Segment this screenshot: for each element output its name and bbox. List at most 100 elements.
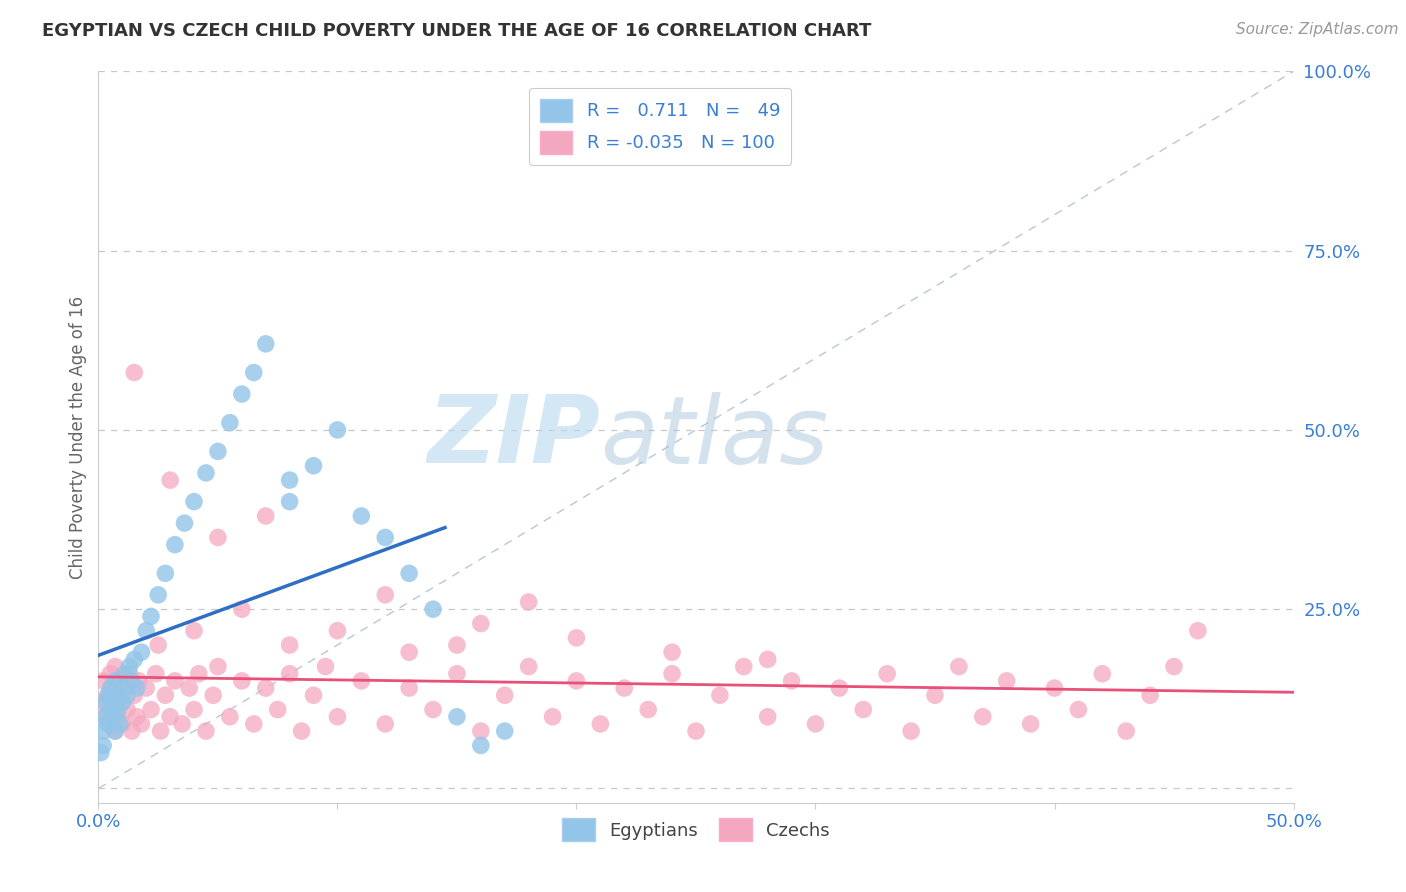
Point (972, 710, 994, 724)
Point (107, 702, 129, 716)
Point (183, 494, 205, 508)
Point (756, 710, 779, 724)
Point (1139, 688, 1161, 702)
Point (94, 710, 117, 724)
Point (94, 710, 117, 724)
Point (107, 688, 129, 702)
Point (350, 673, 373, 688)
Point (780, 673, 803, 688)
Point (852, 702, 875, 716)
Point (422, 702, 444, 716)
Point (104, 659, 127, 673)
Point (326, 624, 349, 638)
Point (104, 724, 127, 739)
Point (219, 416, 242, 430)
Point (125, 710, 148, 724)
Point (733, 659, 755, 673)
Point (315, 659, 337, 673)
Point (302, 458, 325, 473)
Point (115, 702, 138, 716)
Point (541, 710, 564, 724)
Point (613, 681, 636, 695)
Point (207, 531, 229, 545)
Point (195, 466, 218, 480)
Point (278, 638, 301, 652)
Point (159, 710, 181, 724)
Point (131, 717, 153, 731)
Point (121, 724, 143, 739)
Point (828, 681, 851, 695)
Point (115, 688, 138, 702)
Point (124, 688, 146, 702)
Point (243, 366, 266, 380)
Point (98, 702, 122, 716)
Point (517, 659, 540, 673)
Point (108, 673, 131, 688)
Point (111, 717, 134, 731)
Point (172, 717, 194, 731)
Point (254, 508, 277, 523)
Point (128, 673, 150, 688)
Point (108, 717, 131, 731)
Point (756, 652, 779, 666)
Point (98, 717, 122, 731)
Point (374, 531, 396, 545)
Point (1187, 624, 1209, 638)
Point (207, 659, 229, 673)
Point (148, 638, 170, 652)
Point (101, 710, 124, 724)
Point (149, 724, 172, 739)
Point (139, 609, 162, 624)
Point (446, 710, 468, 724)
Point (398, 645, 420, 659)
Point (159, 473, 181, 487)
Point (517, 595, 540, 609)
Point (121, 673, 143, 688)
Point (565, 631, 588, 645)
Point (1067, 702, 1090, 716)
Point (183, 624, 205, 638)
Point (101, 702, 124, 716)
Point (350, 508, 373, 523)
Y-axis label: Child Poverty Under the Age of 16: Child Poverty Under the Age of 16 (69, 295, 87, 579)
Point (1043, 681, 1066, 695)
Point (155, 688, 177, 702)
Point (90, 695, 112, 709)
Point (589, 717, 612, 731)
Point (278, 473, 301, 487)
Point (111, 681, 134, 695)
Point (104, 673, 127, 688)
Point (145, 666, 167, 681)
Point (398, 566, 420, 581)
Point (243, 717, 266, 731)
Point (98, 666, 122, 681)
Point (207, 444, 229, 458)
Point (124, 366, 146, 380)
Point (131, 645, 153, 659)
Point (254, 681, 277, 695)
Point (446, 638, 468, 652)
Point (107, 710, 129, 724)
Point (139, 702, 162, 716)
Point (804, 717, 827, 731)
Point (173, 516, 195, 530)
Point (202, 688, 225, 702)
Point (267, 702, 290, 716)
Legend: Egyptians, Czechs: Egyptians, Czechs (555, 811, 837, 848)
Point (291, 724, 314, 739)
Point (1163, 659, 1185, 673)
Text: EGYPTIAN VS CZECH CHILD POVERTY UNDER THE AGE OF 16 CORRELATION CHART: EGYPTIAN VS CZECH CHILD POVERTY UNDER TH… (42, 22, 872, 40)
Point (114, 681, 136, 695)
Point (231, 602, 253, 616)
Point (179, 681, 201, 695)
Point (1115, 724, 1137, 739)
Point (135, 681, 157, 695)
Point (709, 688, 731, 702)
Text: Source: ZipAtlas.com: Source: ZipAtlas.com (1236, 22, 1399, 37)
Point (685, 724, 707, 739)
Point (924, 688, 946, 702)
Point (148, 588, 170, 602)
Point (278, 494, 301, 508)
Point (374, 717, 396, 731)
Point (101, 681, 124, 695)
